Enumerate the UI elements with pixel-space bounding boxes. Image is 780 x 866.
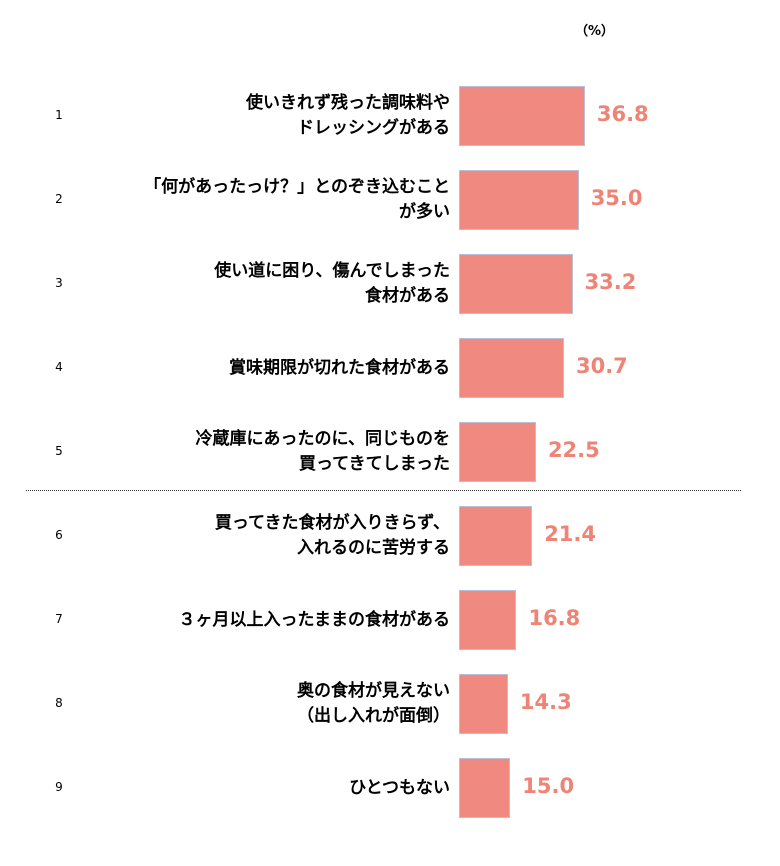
category-label: 買ってきた食材が入りきらず、 入れるのに苦労する: [214, 513, 450, 558]
data-label: 22.5: [547, 438, 600, 462]
data-label: 30.7: [575, 354, 628, 378]
data-label: 15.0: [522, 774, 575, 798]
data-label: 36.8: [596, 102, 649, 126]
bar: [459, 422, 536, 482]
bar: [459, 86, 585, 146]
category-label: 奥の食材が見えない （出し入れが面倒）: [297, 681, 450, 726]
bar: [459, 590, 517, 650]
category-label: ひとつもない: [349, 777, 450, 798]
rank-number: 1: [55, 108, 63, 122]
category-label: 使い道に困り、傷んでしまった 食材がある: [214, 261, 450, 306]
category-label: 賞味期限が切れた食材がある: [229, 357, 450, 378]
rank-number: 7: [55, 612, 63, 626]
category-label: 使いきれず残った調味料や ドレッシングがある: [246, 93, 450, 138]
bar: [459, 758, 511, 818]
category-label: ３ヶ月以上入ったままの食材がある: [178, 609, 451, 630]
rank-number: 8: [55, 696, 63, 710]
data-label: 33.2: [584, 270, 637, 294]
category-label: 「何があったっけ？」とのぞき込むこと が多い: [144, 177, 450, 222]
data-label: 14.3: [519, 690, 572, 714]
bar: [459, 170, 579, 230]
data-label: 21.4: [544, 522, 597, 546]
rank-number: 6: [55, 528, 63, 542]
data-label: 16.8: [528, 606, 581, 630]
bar: [459, 254, 573, 314]
divider-line: [26, 490, 741, 491]
rank-number: 9: [55, 780, 63, 794]
bar: [459, 506, 533, 566]
rank-number: 3: [55, 276, 63, 290]
bar: [459, 338, 564, 398]
rank-number: 2: [55, 192, 63, 206]
rank-number: 5: [55, 444, 63, 458]
category-label: 冷蔵庫にあったのに、同じものを 買ってきてしまった: [195, 429, 451, 474]
rank-number: 4: [55, 360, 63, 374]
bar: [459, 674, 508, 734]
unit-label: （%）: [575, 24, 615, 39]
data-label: 35.0: [590, 186, 643, 210]
